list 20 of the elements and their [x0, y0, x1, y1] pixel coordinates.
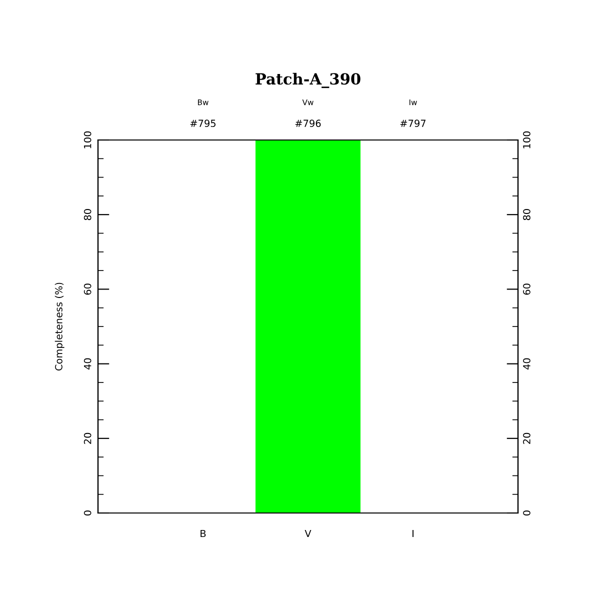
x-tick-label: B — [200, 530, 206, 538]
y-axis-title: Completeness (%) — [54, 282, 64, 370]
y2-tick-label: 0 — [523, 510, 530, 516]
y-tick-label: 100 — [84, 131, 92, 148]
y2-tick-label: 60 — [523, 284, 530, 295]
y2-tick-label: 80 — [523, 209, 530, 220]
x-tick-label: I — [412, 530, 414, 538]
text: #795 — [190, 120, 216, 128]
text: #797 — [400, 120, 426, 128]
y2-tick-label: 100 — [523, 131, 530, 148]
text: #796 — [295, 120, 321, 128]
chart-title: Patch-A_390 — [256, 72, 360, 88]
y-tick-label: 60 — [84, 284, 92, 295]
y-tick-label: 40 — [84, 358, 92, 370]
y2-tick-label: 40 — [523, 358, 530, 370]
y-tick-label: 80 — [84, 209, 92, 220]
y2-tick-label: 20 — [523, 432, 530, 444]
x-tick-label: V — [304, 530, 312, 538]
y-tick-label: 20 — [84, 432, 92, 444]
y-tick-label: 0 — [84, 510, 92, 516]
